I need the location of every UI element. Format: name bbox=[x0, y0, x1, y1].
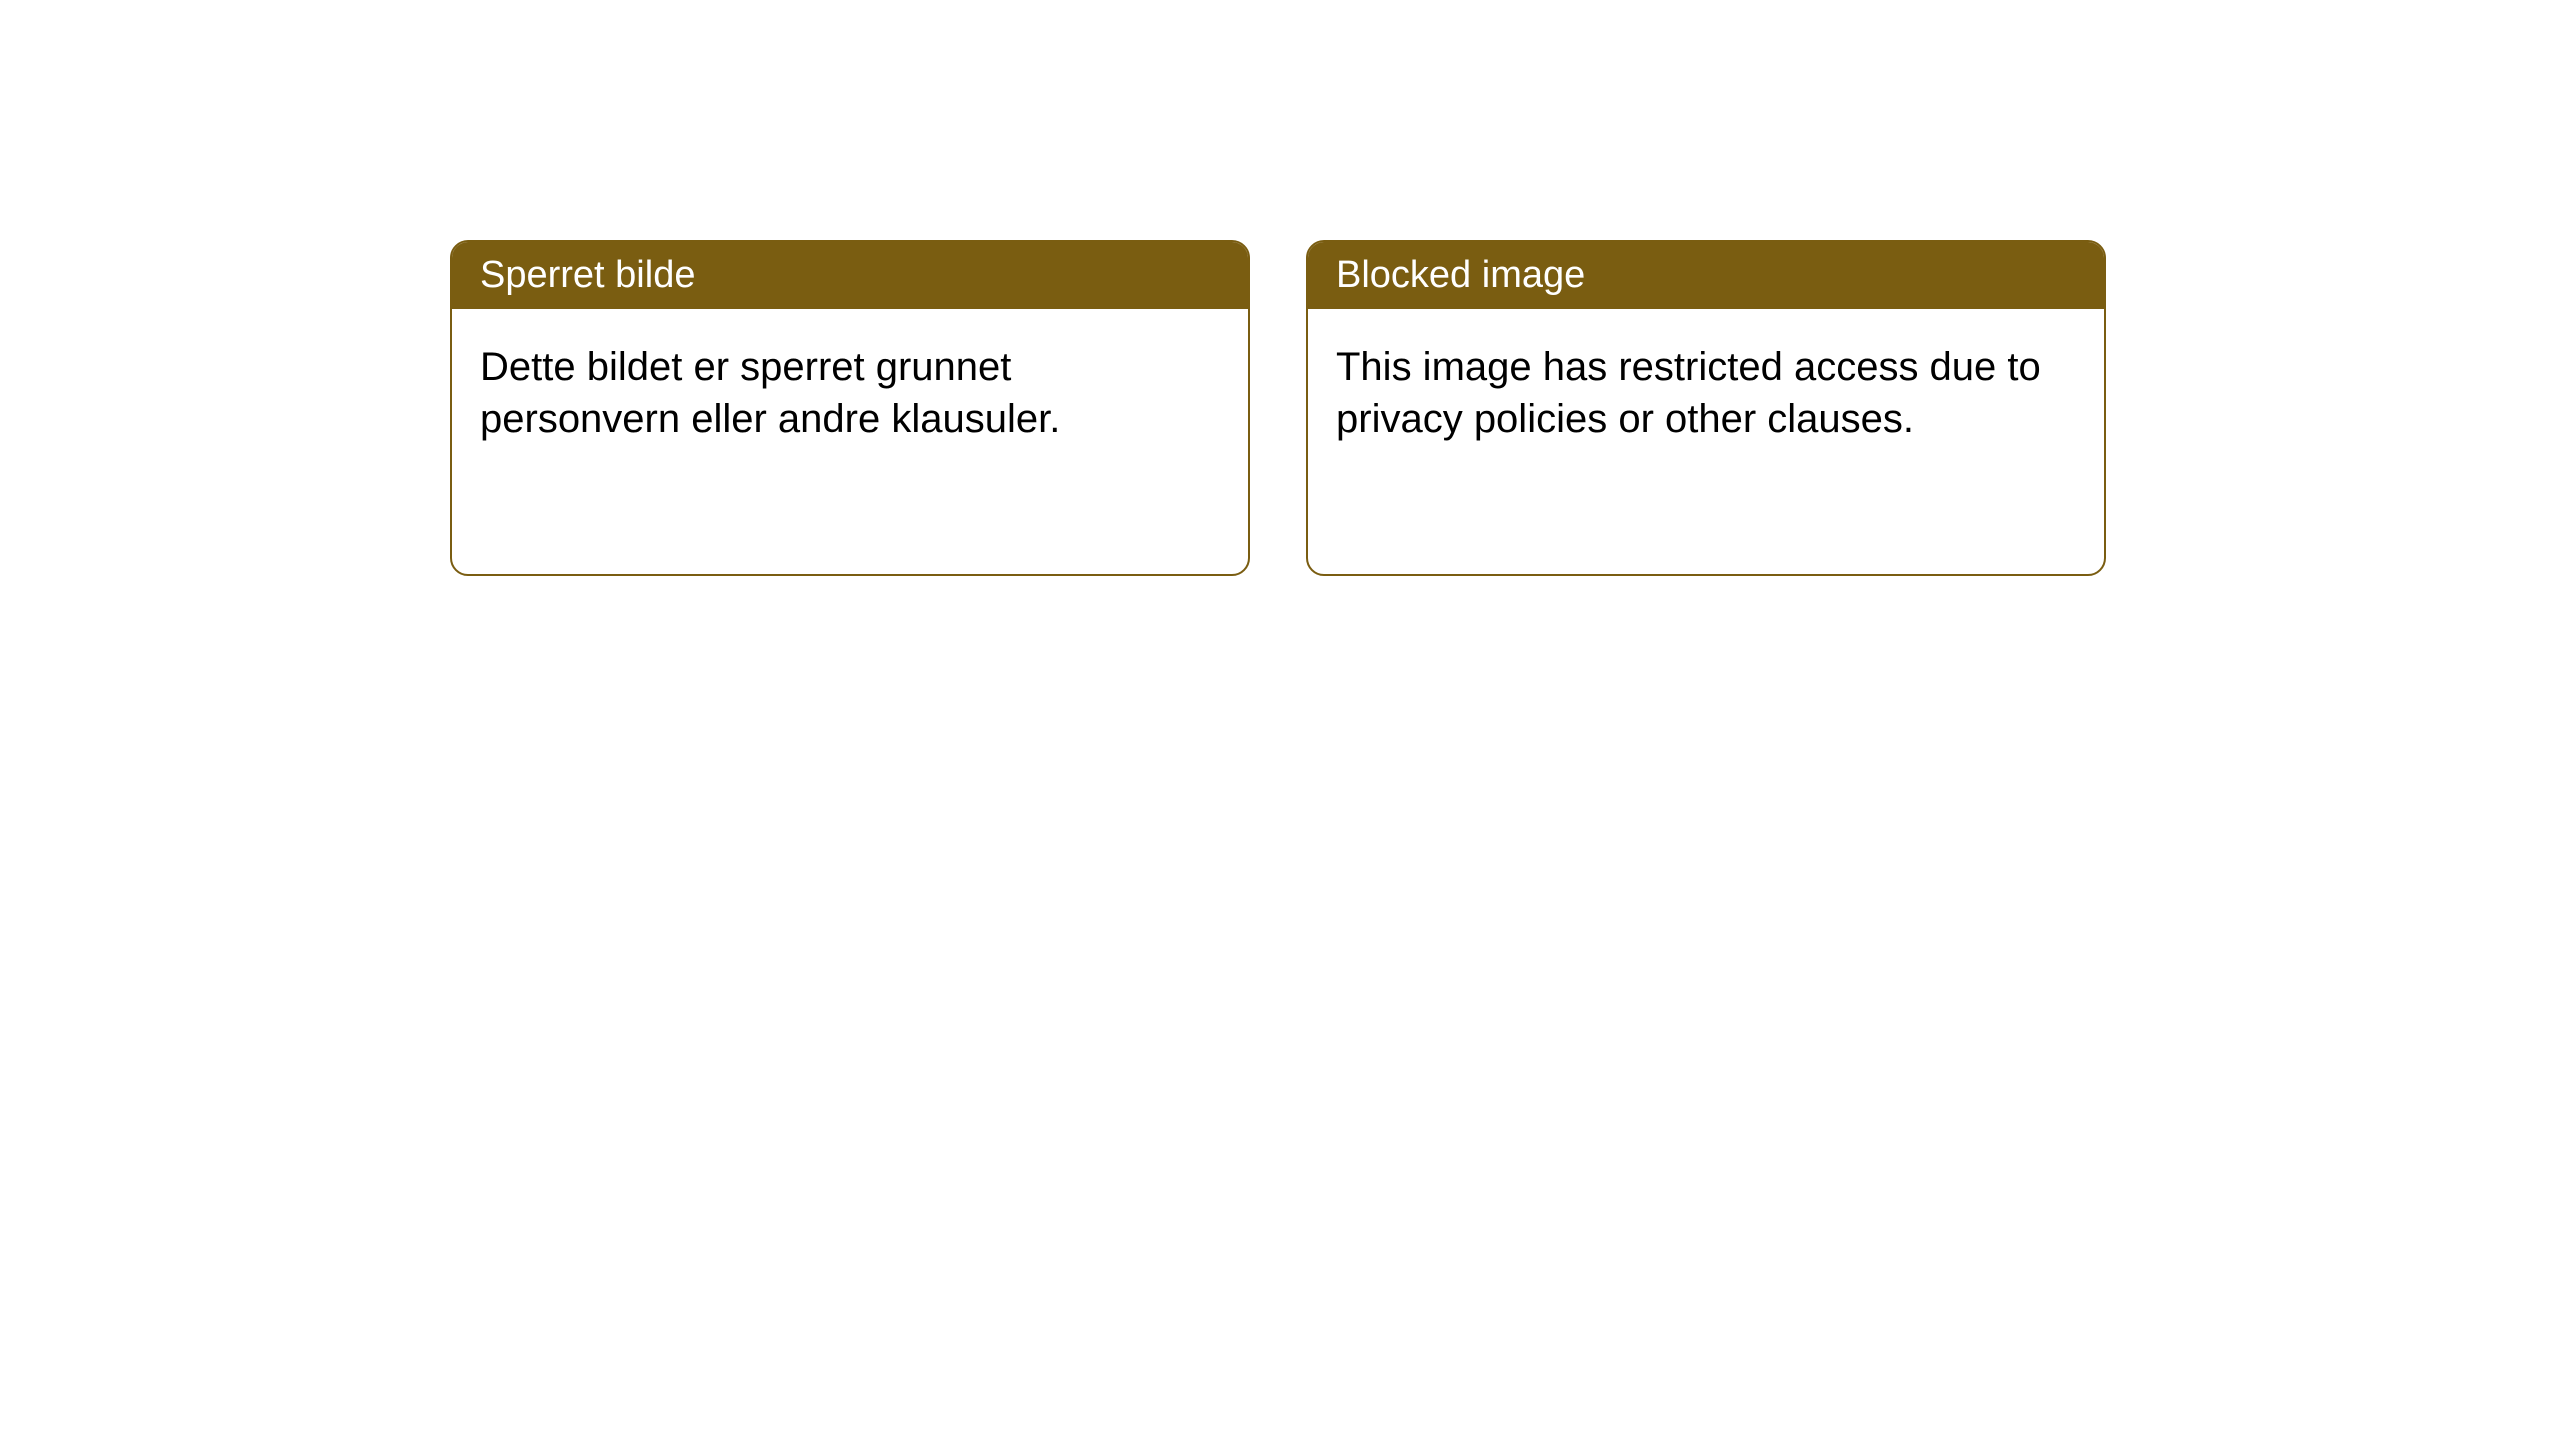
notice-card-no: Sperret bilde Dette bildet er sperret gr… bbox=[450, 240, 1250, 576]
notice-title-en: Blocked image bbox=[1308, 242, 2104, 309]
notice-container: Sperret bilde Dette bildet er sperret gr… bbox=[0, 0, 2560, 576]
notice-body-no: Dette bildet er sperret grunnet personve… bbox=[452, 309, 1248, 477]
notice-body-en: This image has restricted access due to … bbox=[1308, 309, 2104, 477]
notice-card-en: Blocked image This image has restricted … bbox=[1306, 240, 2106, 576]
notice-title-no: Sperret bilde bbox=[452, 242, 1248, 309]
